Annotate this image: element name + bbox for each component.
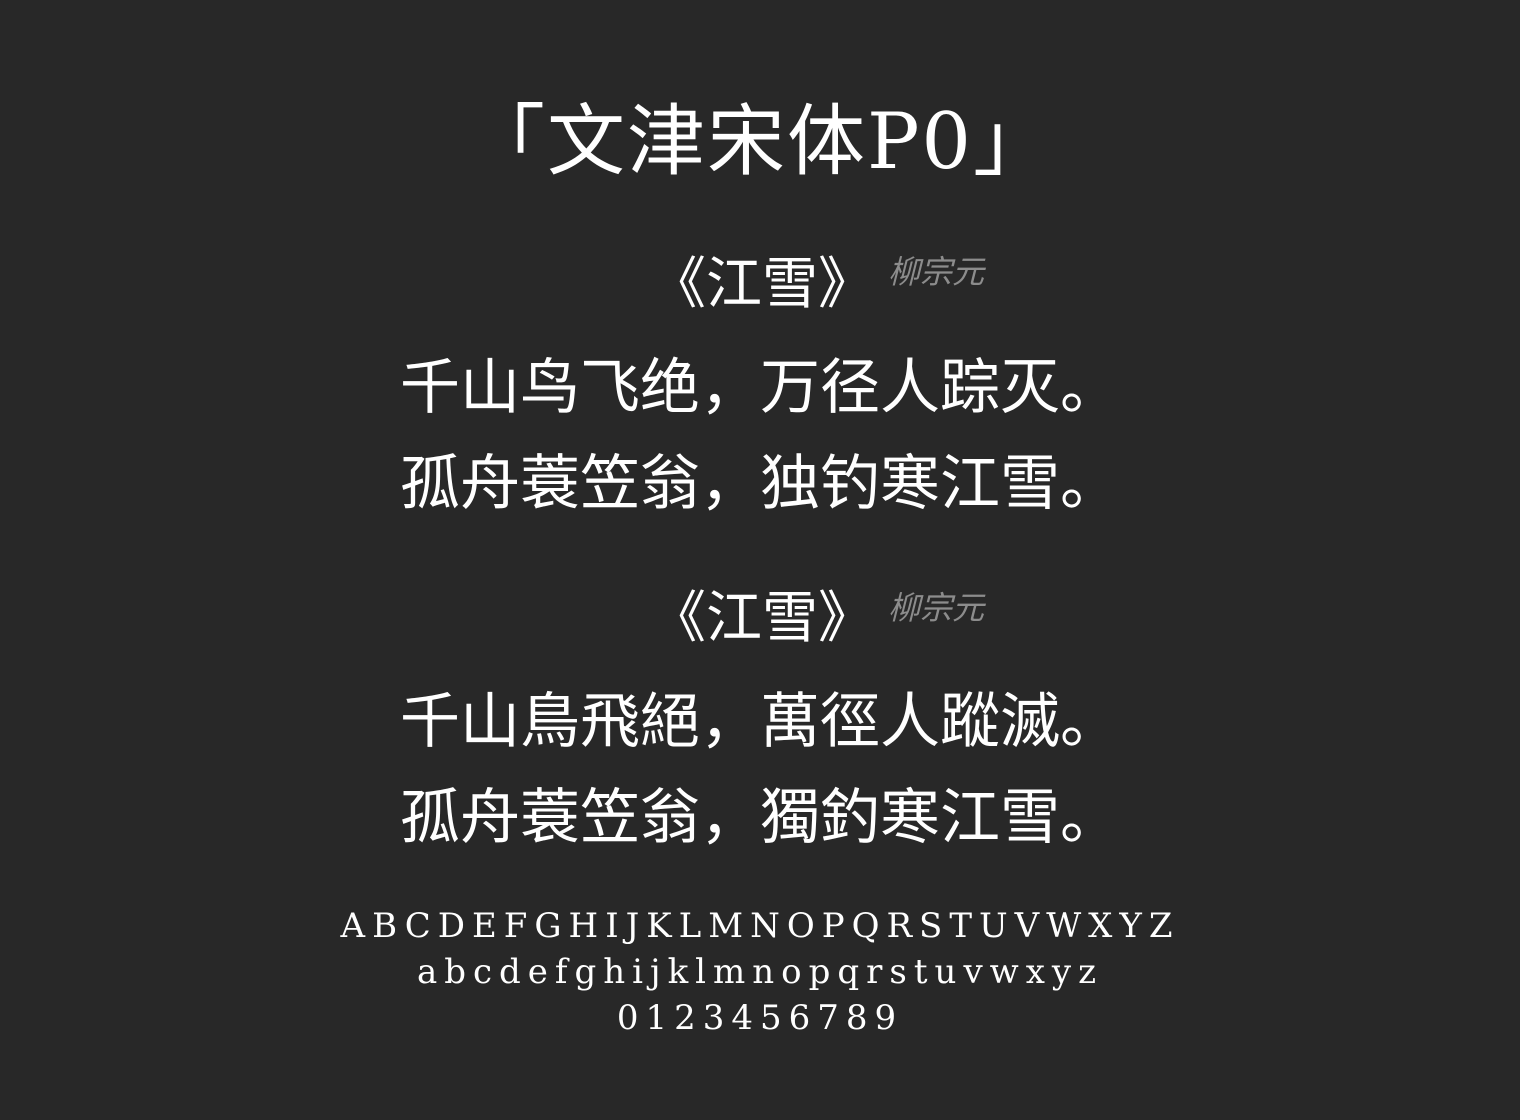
- poem-author: 柳宗元: [888, 589, 985, 627]
- poem-line: 千山鳥飛絕，萬徑人蹤滅。: [400, 687, 1120, 757]
- lowercase-alphabet: abcdefghijklmnopqrstuvwxyz: [416, 952, 1104, 992]
- poem-author: 柳宗元: [888, 253, 985, 291]
- page-title: 「文津宋体P0」: [466, 97, 1054, 187]
- poem-line: 孤舟蓑笠翁，獨釣寒江雪。: [400, 783, 1120, 853]
- digits: 0123456789: [616, 998, 904, 1038]
- poem-line: 千山鸟飞绝，万径人踪灭。: [400, 353, 1120, 423]
- poem-title: 《江雪》: [650, 586, 874, 651]
- uppercase-alphabet: ABCDEFGHIJKLMNOPQRSTUVWXYZ: [340, 906, 1180, 946]
- poem-title: 《江雪》: [650, 252, 874, 317]
- poem-line: 孤舟蓑笠翁，独钓寒江雪。: [400, 449, 1120, 519]
